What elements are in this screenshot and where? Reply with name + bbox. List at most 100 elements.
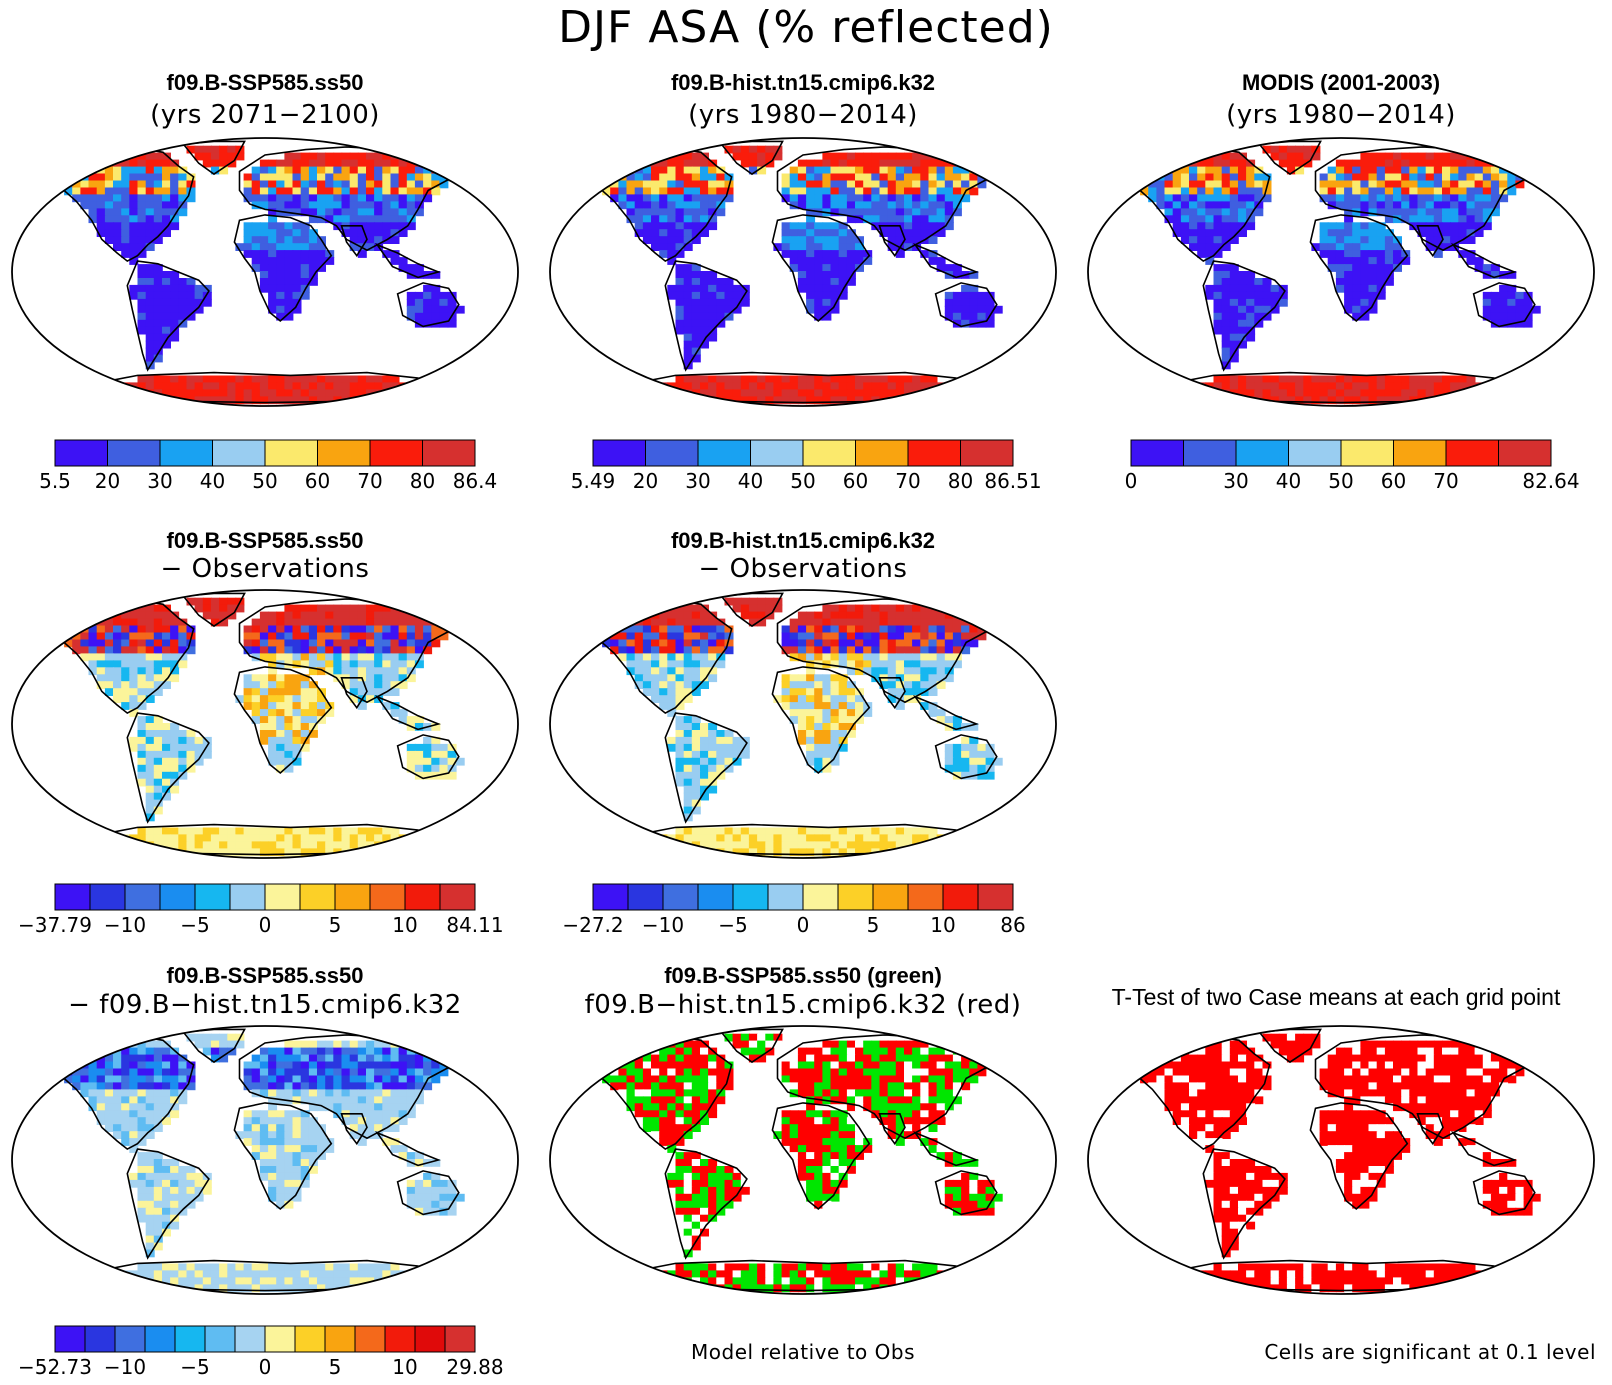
colorbar-swatch xyxy=(733,884,768,910)
colorbar-swatch xyxy=(55,1326,85,1352)
colorbar-tick-label: 30 xyxy=(1223,469,1248,493)
colorbar-swatch xyxy=(1289,440,1342,466)
colorbar-tick-label: 0 xyxy=(1125,469,1138,493)
colorbar-swatch xyxy=(1341,440,1394,466)
colorbar-tick-label: 80 xyxy=(948,469,973,493)
panel-title: f09.B-SSP585.ss50 xyxy=(10,528,520,554)
colorbar-swatch xyxy=(698,440,751,466)
colorbar-swatch xyxy=(195,884,230,910)
colorbar-swatch xyxy=(160,884,195,910)
colorbar-swatch xyxy=(370,884,405,910)
colorbar-swatch xyxy=(265,884,300,910)
colorbar-swatch xyxy=(175,1326,205,1352)
colorbar-swatch xyxy=(593,884,628,910)
panel-subtitle: (yrs 1980−2014) xyxy=(548,100,1058,130)
colorbar-tick-label: 50 xyxy=(252,469,277,493)
map-abs xyxy=(10,136,520,408)
colorbar-tick-label: 10 xyxy=(392,1355,417,1379)
colorbar-tick-label: 60 xyxy=(305,469,330,493)
colorbar-swatch xyxy=(593,440,646,466)
panel-subtitle: (yrs 2071−2100) xyxy=(10,100,520,130)
colorbar-swatch xyxy=(125,884,160,910)
colorbar-swatch xyxy=(265,440,318,466)
colorbar-swatch xyxy=(423,440,476,466)
colorbar-tick-label: 5 xyxy=(329,913,342,937)
colorbar-swatch xyxy=(230,884,265,910)
colorbar-tick-label: −5 xyxy=(180,1355,209,1379)
colorbar-swatch xyxy=(628,884,663,910)
colorbar-swatch xyxy=(751,440,804,466)
colorbar-swatch xyxy=(1184,440,1237,466)
colorbar-tick-label: 86.51 xyxy=(984,469,1041,493)
colorbar-swatch xyxy=(385,1326,415,1352)
panel-title: f09.B-hist.tn15.cmip6.k32 xyxy=(548,70,1058,96)
page-title: DJF ASA (% reflected) xyxy=(0,0,1612,58)
world-map xyxy=(1086,136,1596,408)
colorbar-tick-label: 86.4 xyxy=(453,469,498,493)
world-map xyxy=(1086,1024,1596,1296)
panel-title: T-Test of two Case means at each grid po… xyxy=(1060,984,1612,1010)
colorbar-tick-label: −52.73 xyxy=(18,1355,92,1379)
panel-subtitle: f09.B−hist.tn15.cmip6.k32 (red) xyxy=(548,990,1058,1020)
colorbar-swatch xyxy=(663,884,698,910)
colorbar-swatch xyxy=(295,1326,325,1352)
colorbar-tick-label: 60 xyxy=(1381,469,1406,493)
colorbar-swatch xyxy=(300,884,335,910)
colorbar-swatch xyxy=(768,884,803,910)
colorbar-tick-label: 70 xyxy=(357,469,382,493)
map-abs xyxy=(548,136,1058,408)
colorbar-tick-label: 40 xyxy=(738,469,763,493)
colorbar-tick-label: 40 xyxy=(1276,469,1301,493)
world-map xyxy=(10,136,520,408)
map-ttest xyxy=(1086,1024,1596,1296)
colorbar-swatch xyxy=(698,884,733,910)
colorbar-swatch xyxy=(55,884,90,910)
colorbar-swatch xyxy=(961,440,1014,466)
colorbar-swatch xyxy=(856,440,909,466)
colorbar-tick-label: 60 xyxy=(843,469,868,493)
panel-subtitle: − Observations xyxy=(548,554,1058,584)
colorbar-tick-label: 84.11 xyxy=(446,913,503,937)
colorbar-swatch xyxy=(1394,440,1447,466)
colorbar-swatch xyxy=(318,440,371,466)
colorbar-swatch xyxy=(440,884,475,910)
colorbar-swatch xyxy=(145,1326,175,1352)
colorbar-tick-label: 5 xyxy=(329,1355,342,1379)
colorbar-swatch xyxy=(355,1326,385,1352)
colorbar-swatch xyxy=(405,884,440,910)
colorbar-swatch xyxy=(803,884,838,910)
colorbar-swatch xyxy=(445,1326,475,1352)
panel-title: f09.B-hist.tn15.cmip6.k32 xyxy=(548,528,1058,554)
panel-subtitle: − f09.B−hist.tn15.cmip6.k32 xyxy=(10,990,520,1020)
world-map xyxy=(10,1024,520,1296)
colorbar-tick-label: 20 xyxy=(633,469,658,493)
colorbar-tick-label: −37.79 xyxy=(18,913,92,937)
map-diff xyxy=(10,1024,520,1296)
colorbar-swatch xyxy=(908,884,943,910)
map-gr xyxy=(548,1024,1058,1296)
colorbar-swatch xyxy=(415,1326,445,1352)
panel-title: f09.B-SSP585.ss50 xyxy=(10,70,520,96)
map-modis xyxy=(1086,136,1596,408)
colorbar-swatch xyxy=(205,1326,235,1352)
world-map xyxy=(548,136,1058,408)
colorbar-swatch xyxy=(160,440,213,466)
colorbar-swatch xyxy=(325,1326,355,1352)
colorbar-swatch xyxy=(908,440,961,466)
map-bias1 xyxy=(10,588,520,860)
colorbar-swatch xyxy=(838,884,873,910)
colorbar-tick-label: 50 xyxy=(790,469,815,493)
colorbar-tick-label: 10 xyxy=(930,913,955,937)
colorbar-tick-label: −27.2 xyxy=(562,913,623,937)
footer-note: Cells are significant at 0.1 level xyxy=(1086,1340,1596,1364)
